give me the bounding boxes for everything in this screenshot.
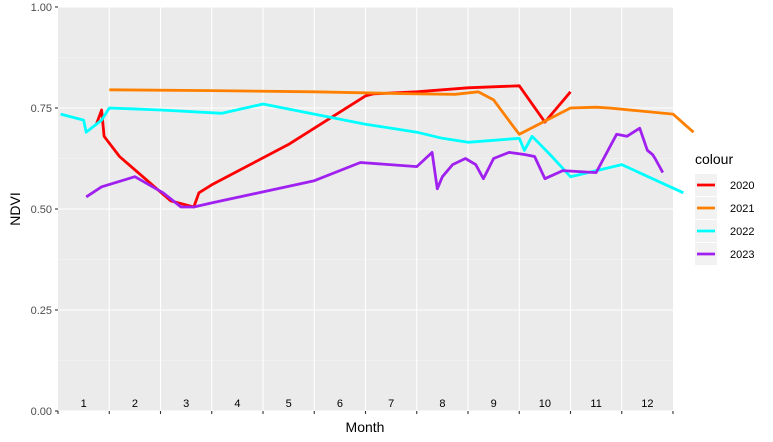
month-label: 2 [132,398,138,410]
month-labels: 1 2 3 4 5 6 7 8 9 10 11 12 [81,398,654,410]
y-tick-label: 0.00 [31,406,52,418]
month-label: 10 [539,398,551,410]
y-tick-label: 1.00 [31,2,52,14]
legend-label-2020: 2020 [730,180,754,192]
month-label: 8 [439,398,445,410]
y-axis-title: NDVI [7,192,23,225]
series-line-2021 [109,88,695,136]
month-label: 11 [590,398,601,410]
y-tick-label: 0.50 [31,204,52,216]
legend-label-2022: 2022 [730,226,754,238]
month-label: 5 [286,398,292,410]
month-label: 3 [183,398,189,410]
y-axis: 0.00 0.25 0.50 0.75 1.00 [31,2,58,418]
x-axis-title: Month [346,419,385,435]
grid-major [58,6,673,412]
month-label: 1 [81,398,87,410]
series-line-2020 [95,84,572,209]
month-label: 9 [491,398,497,410]
series-layer [60,84,695,209]
x-axis [57,411,674,414]
y-tick-label: 0.25 [31,305,52,317]
month-label: 6 [337,398,343,410]
month-label: 4 [234,398,240,410]
series-line-2023 [85,126,665,209]
legend-label-2021: 2021 [730,203,754,215]
month-label: 7 [388,398,394,410]
legend-label-2023: 2023 [730,249,754,261]
series-line-2022 [60,102,684,195]
y-tick-label: 0.75 [31,103,52,115]
legend-title: colour [695,151,733,167]
legend: colour 2020 2021 2022 2023 [695,151,754,265]
month-label: 12 [641,398,653,410]
